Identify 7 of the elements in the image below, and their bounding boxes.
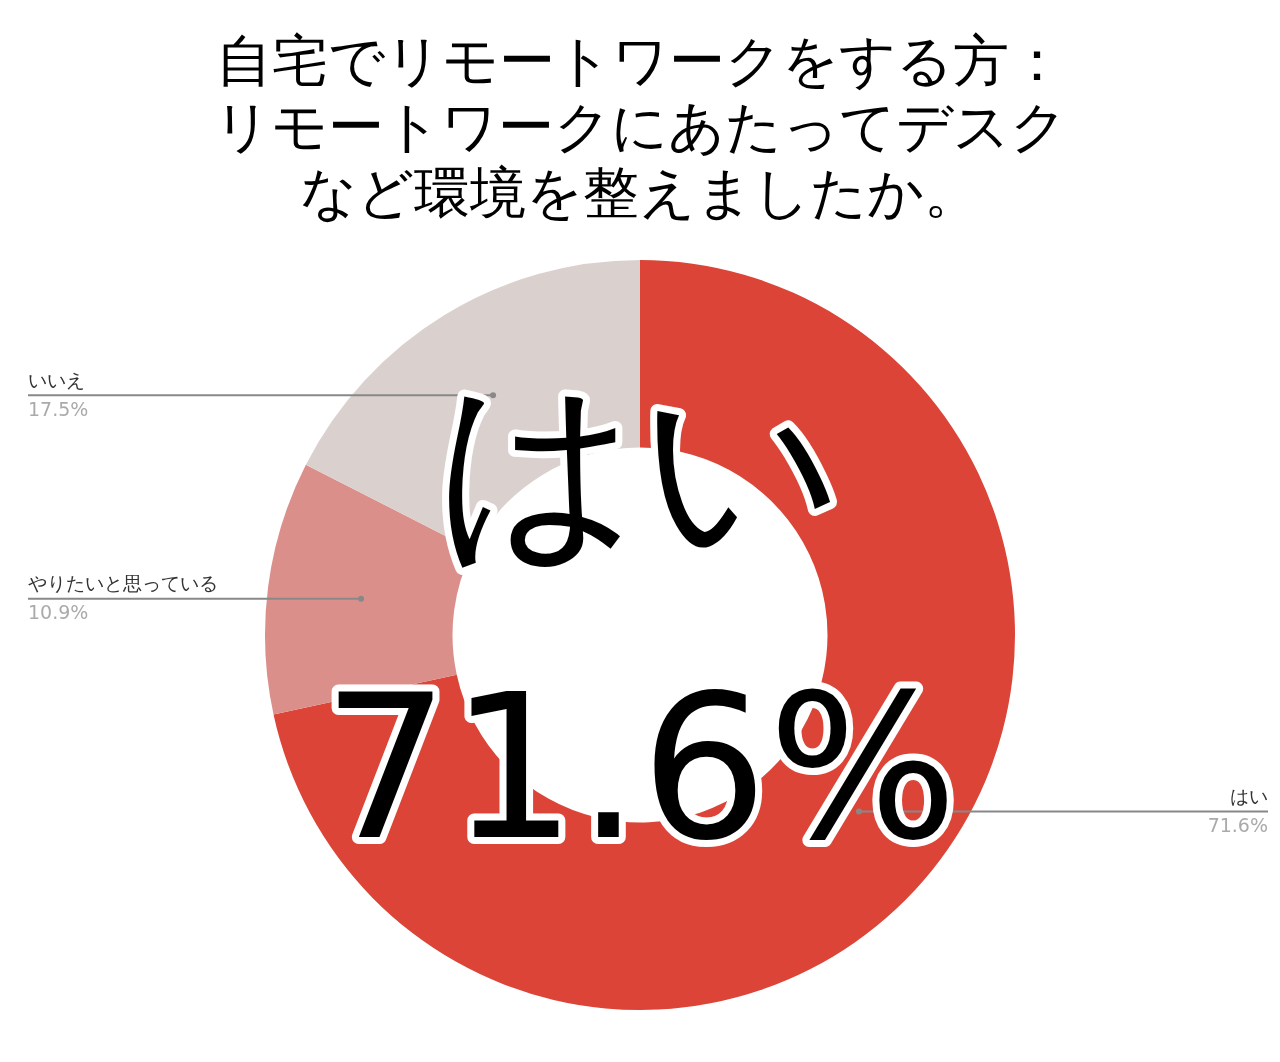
slice-label: いいえ [28,368,85,391]
data-label: 71.6% [1207,813,1268,836]
slice-label: やりたいと思っている [28,572,218,595]
data-label: 17.5% [28,397,89,420]
slice-label: はい [1230,784,1268,807]
data-label: 10.9% [28,601,89,624]
chart-title: 自宅でリモートワークをする方：リモートワークにあたってデスクなど環境を整えましたか。 [212,28,1068,227]
